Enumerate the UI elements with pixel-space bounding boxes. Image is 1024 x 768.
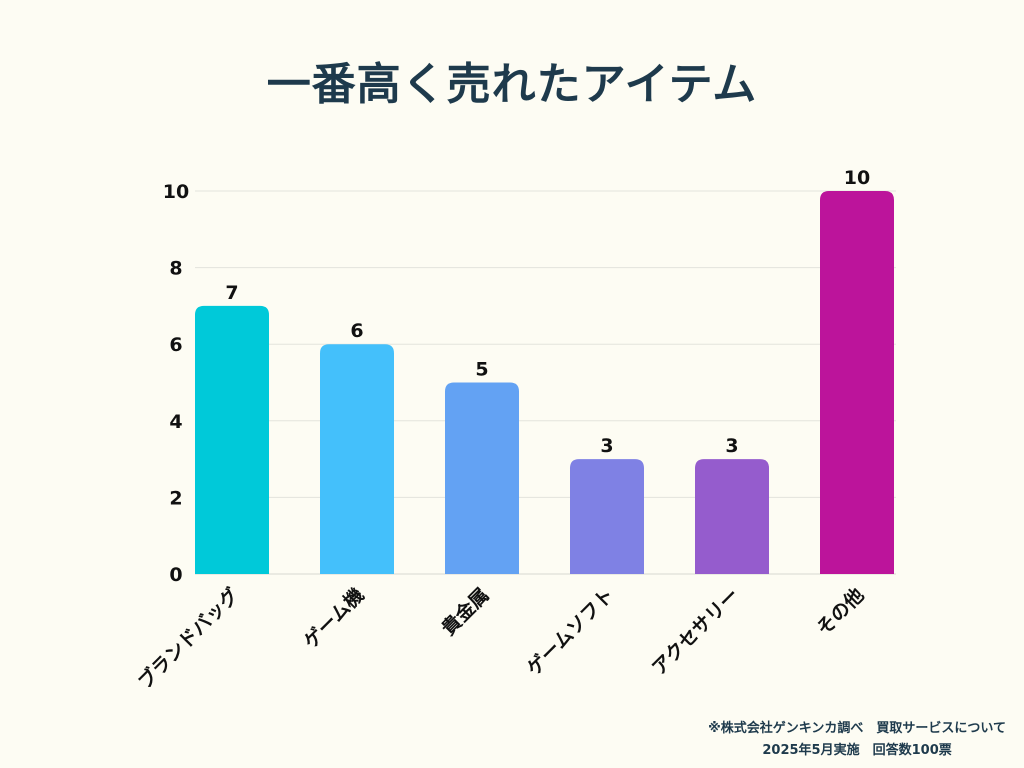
- bar: [695, 459, 769, 574]
- y-tick-label: 6: [169, 334, 182, 356]
- y-tick-label: 2: [169, 487, 182, 509]
- grid-lines: [195, 190, 896, 575]
- bar: [445, 382, 519, 574]
- bars: [195, 191, 894, 574]
- x-tick-label: その他: [812, 583, 869, 640]
- x-tick-label: ゲームソフト: [523, 584, 619, 680]
- footnote-survey: 2025年5月実施 回答数100票: [762, 743, 952, 758]
- data-label: 6: [350, 320, 363, 342]
- x-axis-ticks: ブランドバッグ ゲーム機 貴金属 ゲームソフト アクセサリー その他: [133, 583, 868, 693]
- x-tick-label: アクセサリー: [648, 584, 744, 680]
- y-tick-label: 10: [163, 181, 189, 203]
- footnote: ※株式会社ゲンキンカ調べ 買取サービスについて 2025年5月実施 回答数100…: [708, 718, 1006, 762]
- x-tick-label: ゲーム機: [299, 583, 369, 653]
- y-tick-label: 0: [169, 564, 182, 586]
- chart-title: 一番高く売れたアイテム: [266, 59, 758, 110]
- data-label: 5: [475, 359, 488, 381]
- y-tick-label: 4: [169, 411, 182, 433]
- bar: [320, 344, 394, 574]
- data-label: 3: [725, 435, 738, 457]
- y-axis-ticks: 0 2 4 6 8 10: [163, 181, 189, 586]
- bar: [820, 191, 894, 574]
- y-tick-label: 8: [169, 258, 182, 280]
- data-label: 3: [600, 435, 613, 457]
- footnote-source: ※株式会社ゲンキンカ調べ 買取サービスについて: [708, 721, 1006, 736]
- data-label: 10: [844, 167, 870, 189]
- data-label: 7: [225, 282, 238, 304]
- x-tick-label: ブランドバッグ: [133, 583, 243, 693]
- data-labels: 7 6 5 3 3 10: [225, 167, 870, 457]
- bar: [570, 459, 644, 574]
- bar: [195, 305, 269, 574]
- x-tick-label: 貴金属: [437, 583, 494, 640]
